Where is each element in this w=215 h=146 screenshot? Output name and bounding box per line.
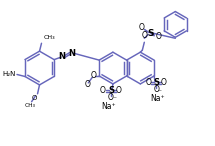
Text: S: S [108, 86, 114, 95]
Text: S: S [147, 29, 154, 38]
Text: CH₃: CH₃ [43, 35, 55, 40]
Text: O: O [145, 78, 151, 87]
Text: H₂N: H₂N [3, 72, 16, 78]
Text: N: N [68, 49, 75, 58]
Text: ⁻: ⁻ [112, 95, 116, 104]
Text: O: O [153, 85, 159, 94]
Text: O: O [100, 86, 106, 95]
Text: O: O [116, 86, 122, 95]
Text: N: N [58, 52, 66, 61]
Text: O: O [31, 95, 37, 101]
Text: O: O [161, 78, 167, 87]
Text: CH₃: CH₃ [25, 103, 36, 108]
Text: O: O [138, 23, 144, 32]
Text: O: O [141, 31, 147, 40]
Text: Na⁺: Na⁺ [151, 94, 165, 103]
Text: O: O [90, 72, 96, 80]
Text: O: O [84, 80, 90, 89]
Text: ⁻: ⁻ [158, 87, 161, 96]
Text: Na⁺: Na⁺ [102, 102, 116, 111]
Text: S: S [153, 78, 159, 87]
Text: O: O [155, 32, 161, 41]
Text: O: O [108, 93, 114, 102]
